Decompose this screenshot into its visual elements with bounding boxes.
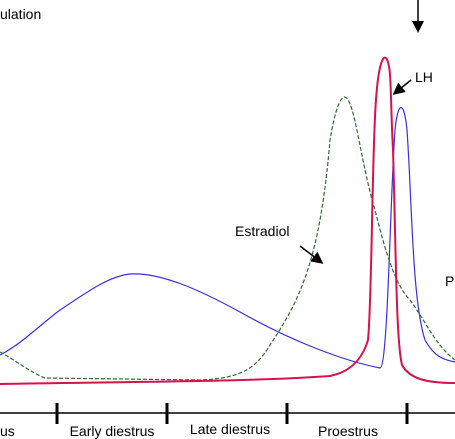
phase-ticks	[55, 403, 409, 424]
estradiol-arrow	[299, 245, 324, 264]
phase-label: Early diestrus	[70, 423, 155, 439]
lh-label: LH	[415, 69, 433, 85]
lh-curve	[0, 56, 455, 385]
progesterone-curve	[0, 107, 455, 369]
progesterone-label: P	[445, 273, 454, 289]
phase-label: us	[0, 423, 15, 439]
estradiol-label: Estradiol	[235, 223, 289, 239]
phase-label: Proestrus	[318, 423, 378, 439]
phase-label: Late diestrus	[190, 421, 270, 437]
estradiol-curve	[0, 96, 455, 381]
ovulation-label: ulation	[0, 6, 41, 22]
lh-arrow	[392, 79, 412, 95]
